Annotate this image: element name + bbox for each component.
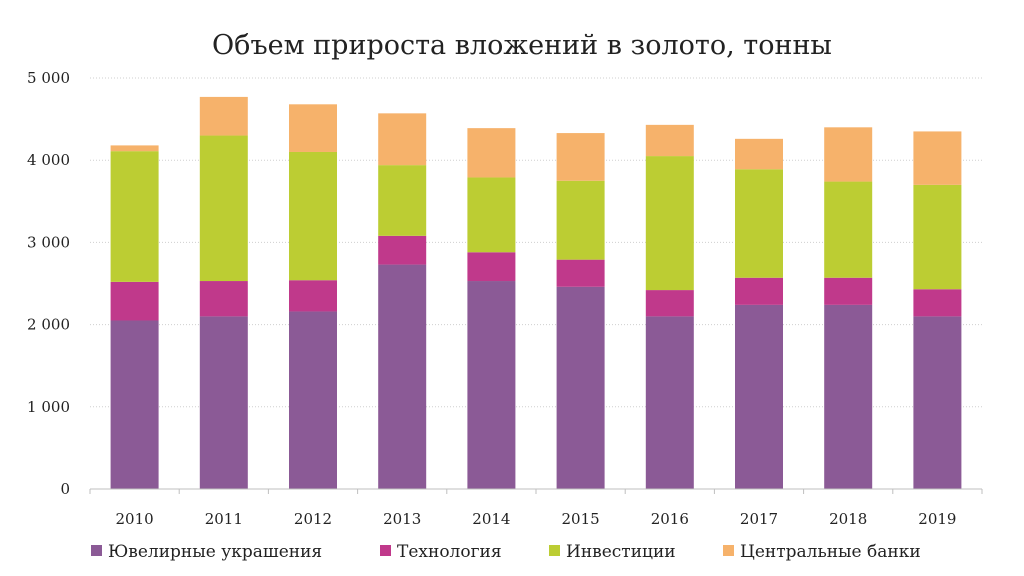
bar-stack-2011 [199,96,248,489]
chart-title: Объем прироста вложений в золото, тонны [212,30,832,61]
bar-segment-2011-series-1 [199,316,248,489]
y-tick-label-4000: 4 000 [27,151,70,169]
bar-segment-2019-series-1 [913,316,962,489]
bar-stacks [110,96,962,489]
bar-stack-2019 [913,131,962,489]
bar-segment-2012-series-2 [289,280,337,312]
bar-segment-2015-series-1 [556,286,605,489]
bar-segment-2018-series-4 [824,127,873,182]
y-tick-label-0: 0 [60,480,70,498]
bar-segment-2010-series-4 [110,145,159,152]
bar-segment-2015-series-2 [556,259,605,287]
x-tick-label-2015: 2015 [562,510,600,528]
x-tick-label-2018: 2018 [829,510,867,528]
bar-segment-2016-series-3 [645,156,694,291]
legend-item-4: Центральные банки [723,542,921,562]
bar-segment-2011-series-3 [199,135,248,282]
bar-segment-2015-series-3 [556,180,605,260]
bar-segment-2019-series-4 [913,131,962,185]
bar-segment-2018-series-1 [824,304,873,489]
bar-segment-2016-series-1 [645,316,694,489]
legend-swatch-4 [723,545,734,556]
legend-swatch-2 [380,545,391,556]
legend-item-2: Технология [380,542,502,562]
bar-segment-2016-series-4 [645,124,694,157]
bar-segment-2013-series-2 [378,235,427,265]
bar-stack-2013 [378,113,427,489]
y-tick-label-3000: 3 000 [27,233,70,251]
x-tick-label-2016: 2016 [651,510,689,528]
bar-segment-2012-series-1 [289,311,337,489]
bar-segment-2014-series-2 [467,252,516,282]
x-tick-label-2019: 2019 [918,510,956,528]
bar-stack-2014 [467,128,516,489]
y-tick-label-5000: 5 000 [27,69,70,87]
legend-item-3: Инвестиции [549,542,676,562]
bar-segment-2018-series-3 [824,181,873,278]
x-tick-label-2012: 2012 [294,510,332,528]
bar-segment-2019-series-3 [913,184,962,290]
legend-label-3: Инвестиции [566,542,676,562]
bar-segment-2018-series-2 [824,277,873,305]
y-axis-tick-labels: 0 1 000 2 000 3 000 4 000 5 000 [27,69,70,498]
x-tick-label-2011: 2011 [205,510,243,528]
bar-segment-2010-series-3 [110,151,159,282]
bar-segment-2012-series-3 [289,151,337,281]
legend-swatch-3 [549,545,560,556]
legend-item-1: Ювелирные украшения [91,542,322,562]
bar-segment-2012-series-4 [289,104,337,152]
bar-stack-2018 [824,127,873,489]
bar-segment-2015-series-4 [556,133,605,181]
bar-segment-2010-series-2 [110,281,159,321]
x-axis: 2010 2011 2012 2013 2014 2015 2016 2017 2018 2019 [89,488,983,528]
bar-segment-2014-series-3 [467,177,516,253]
legend-swatch-1 [91,545,102,556]
bar-stack-2016 [645,124,694,489]
bar-segment-2011-series-2 [199,281,248,317]
bar-segment-2013-series-4 [378,113,427,166]
legend-label-1: Ювелирные украшения [108,542,322,562]
x-tick-label-2014: 2014 [472,510,510,528]
bar-segment-2017-series-4 [735,138,783,170]
x-tick-label-2017: 2017 [740,510,778,528]
bar-stack-2010 [110,145,159,489]
bar-segment-2011-series-4 [199,96,248,136]
y-tick-label-1000: 1 000 [27,398,70,416]
bar-segment-2013-series-3 [378,165,427,236]
bar-segment-2013-series-1 [378,264,427,489]
bar-segment-2016-series-2 [645,290,694,317]
bar-stack-2017 [735,138,783,489]
x-tick-label-2010: 2010 [116,510,154,528]
bar-segment-2017-series-1 [735,304,783,489]
bar-stack-2015 [556,133,605,489]
legend-label-4: Центральные банки [740,542,921,562]
legend-label-2: Технология [397,542,502,562]
legend: Ювелирные украшения Технология Инвестиции Ц… [91,542,921,562]
bar-segment-2017-series-2 [735,277,783,305]
bar-segment-2010-series-1 [110,320,159,489]
bar-segment-2014-series-1 [467,281,516,489]
x-tick-label-2013: 2013 [383,510,421,528]
y-tick-label-2000: 2 000 [27,316,70,334]
bar-segment-2014-series-4 [467,128,516,178]
bar-stack-2012 [289,104,337,489]
bar-segment-2017-series-3 [735,169,783,278]
bar-segment-2019-series-2 [913,289,962,317]
